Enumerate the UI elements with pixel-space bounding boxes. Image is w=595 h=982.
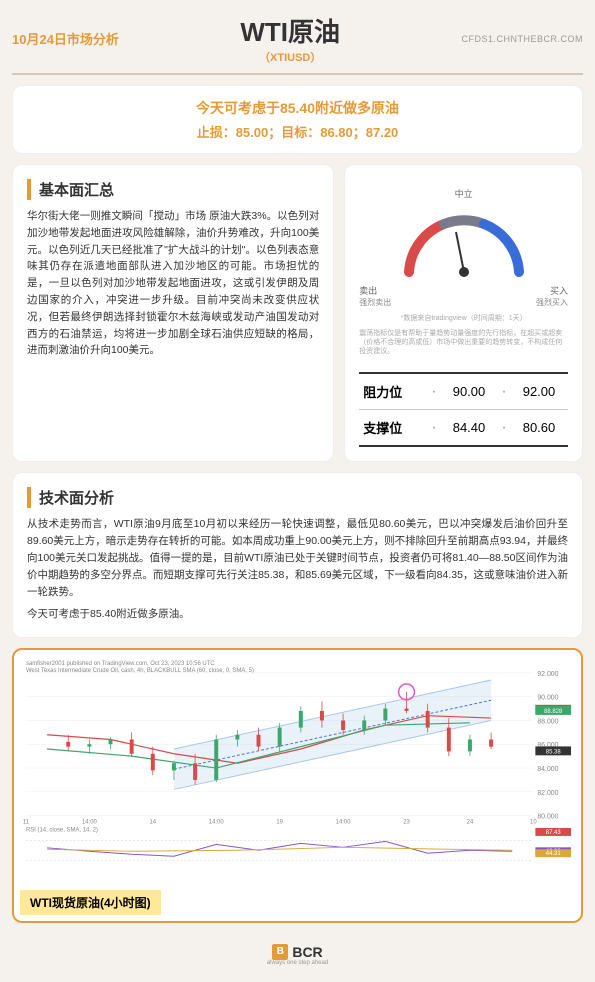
svg-text:14:00: 14:00: [82, 820, 98, 826]
footer-brand: BCR: [292, 944, 322, 960]
main-title: WTI原油: [240, 12, 340, 49]
svg-text:82.000: 82.000: [537, 790, 558, 797]
recommendation-box: 今天可考虑于85.40附近做多原油 止损：85.00；目标：86.80；87.2…: [12, 85, 583, 154]
svg-text:88.828: 88.828: [544, 709, 563, 715]
svg-text:samfisher2001 published on Tra: samfisher2001 published on TradingView.c…: [26, 661, 215, 667]
header-url: CFDS1.CHNTHEBCR.COM: [461, 34, 583, 44]
main-subtitle: （XTIUSD）: [240, 49, 340, 65]
fundamental-card: 基本面汇总 华尔街大佬一则推文瞬间「搅动」市场 原油大跌3%。以色列对加沙地带发…: [12, 164, 334, 462]
gauge-note1: *数据来自tradingview（时间周期：1天）: [401, 314, 527, 323]
fundamental-text: 华尔街大佬一则推文瞬间「搅动」市场 原油大跌3%。以色列对加沙地带发起地面进攻风…: [27, 208, 319, 359]
svg-text:14:00: 14:00: [209, 820, 225, 826]
svg-text:88.000: 88.000: [537, 719, 558, 726]
technical-text: 从技术走势而言，WTI原油9月底至10月初以来经历一轮快速调整，最低见80.60…: [27, 516, 568, 600]
svg-text:14: 14: [149, 820, 156, 826]
svg-text:RSI (14, close, SMA, 14, 2): RSI (14, close, SMA, 14, 2): [26, 828, 98, 834]
footer-logo: B BCR: [272, 944, 322, 960]
resistance-v1: 90.00: [444, 384, 494, 399]
chart-svg: samfisher2001 published on TradingView.c…: [20, 656, 575, 886]
gauge-center-label: 中立: [455, 187, 473, 200]
gauge-strong-sell: 强烈卖出: [359, 297, 391, 308]
svg-text:44.31: 44.31: [546, 851, 562, 857]
svg-text:10: 10: [530, 820, 537, 826]
svg-text:11: 11: [23, 820, 30, 826]
svg-text:87.43: 87.43: [546, 830, 562, 836]
gauge-buy: 买入: [550, 284, 568, 297]
svg-text:24: 24: [467, 820, 474, 826]
date-label: 10月24日市场分析: [12, 29, 119, 48]
header-center: WTI原油 （XTIUSD）: [240, 12, 340, 65]
technical-card: 技术面分析 从技术走势而言，WTI原油9月底至10月初以来经历一轮快速调整，最低…: [12, 472, 583, 638]
gauge-note2: 震荡指标仅是有帮助于量趋势动量强度的先行指标，在超买或超卖（价格不合理的高或低）…: [359, 329, 568, 356]
support-label: 支撑位: [363, 418, 424, 437]
rec-sub: 止损：85.00；目标：86.80；87.20: [33, 122, 562, 141]
svg-text:84.000: 84.000: [537, 766, 558, 773]
svg-text:19: 19: [276, 820, 283, 826]
svg-text:92.000: 92.000: [537, 671, 558, 678]
technical-title: 技术面分析: [27, 487, 568, 508]
support-v2: 80.60: [514, 420, 564, 435]
gauge-svg: [394, 202, 534, 282]
resistance-label: 阻力位: [363, 382, 424, 401]
svg-text:85.38: 85.38: [546, 750, 562, 756]
gauge-sell: 卖出: [359, 284, 377, 297]
svg-text:23: 23: [403, 820, 410, 826]
footer-tagline: always one step ahead: [12, 960, 583, 966]
chart-card: samfisher2001 published on TradingView.c…: [12, 648, 583, 923]
levels-table: 阻力位 · 90.00 · 92.00 支撑位 · 84.40 · 80.60: [359, 372, 568, 447]
resistance-v2: 92.00: [514, 384, 564, 399]
svg-text:90.000: 90.000: [537, 695, 558, 702]
gauge-labels-1: 卖出 买入: [359, 284, 568, 297]
support-v1: 84.40: [444, 420, 494, 435]
chart-area: samfisher2001 published on TradingView.c…: [20, 656, 575, 886]
resistance-row: 阻力位 · 90.00 · 92.00: [359, 374, 568, 410]
footer: B BCR always one step ahead: [12, 933, 583, 970]
chart-tag: WTI现货原油(4小时图): [20, 890, 161, 915]
header: 10月24日市场分析 WTI原油 （XTIUSD） CFDS1.CHNTHEBC…: [12, 12, 583, 75]
gauge-wrap: 中立 卖出 买入 强烈卖出 强烈买入 *数据来自tradingview（时间周期…: [359, 179, 568, 364]
svg-text:80.000: 80.000: [537, 814, 558, 821]
gauge-card: 中立 卖出 买入 强烈卖出 强烈买入 *数据来自tradingview（时间周期…: [344, 164, 583, 462]
footer-icon: B: [272, 944, 288, 960]
fundamental-title: 基本面汇总: [27, 179, 319, 200]
gauge-labels-2: 强烈卖出 强烈买入: [359, 297, 568, 308]
rec-main: 今天可考虑于85.40附近做多原油: [33, 98, 562, 118]
technical-text2: 今天可考虑于85.40附近做多原油。: [27, 606, 568, 623]
support-row: 支撑位 · 84.40 · 80.60: [359, 410, 568, 445]
gauge-strong-buy: 强烈买入: [536, 297, 568, 308]
svg-text:14:00: 14:00: [336, 820, 352, 826]
